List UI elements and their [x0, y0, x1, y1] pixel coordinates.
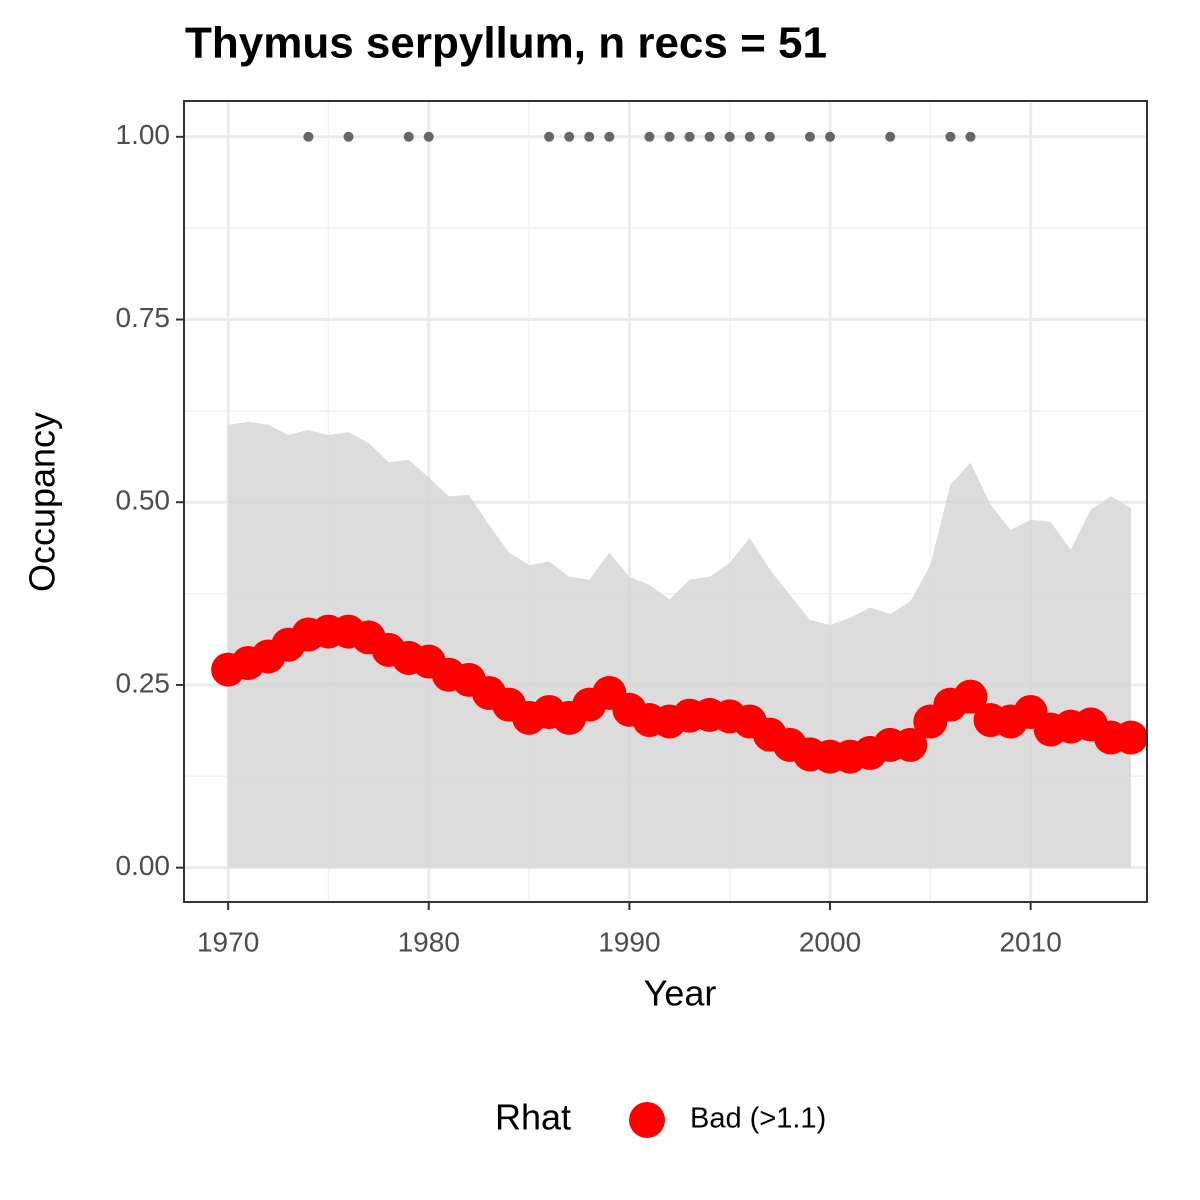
- record-point: [825, 131, 836, 142]
- x-tick-label: 2010: [999, 926, 1061, 957]
- y-tick-label: 0.25: [116, 667, 171, 698]
- record-point: [423, 131, 434, 142]
- x-tick-label: 1990: [598, 926, 660, 957]
- record-point: [945, 131, 956, 142]
- record-point: [303, 131, 314, 142]
- record-point: [564, 131, 575, 142]
- record-point: [343, 131, 354, 142]
- chart-title: Thymus serpyllum, n recs = 51: [185, 19, 827, 68]
- y-tick-label: 0.75: [116, 302, 171, 333]
- record-point: [724, 131, 735, 142]
- record-point: [664, 131, 675, 142]
- data-point: [893, 727, 928, 762]
- x-tick-label: 1970: [197, 926, 259, 957]
- record-point: [704, 131, 715, 142]
- record-point: [644, 131, 655, 142]
- legend-title: Rhat: [495, 1097, 571, 1138]
- y-tick-label: 0.50: [116, 485, 171, 516]
- y-tick-label: 1.00: [116, 119, 171, 150]
- record-point: [885, 131, 896, 142]
- record-point: [965, 131, 976, 142]
- record-point: [403, 131, 414, 142]
- panel-border: [183, 100, 1148, 903]
- legend-label: Bad (>1.1): [690, 1103, 826, 1135]
- y-axis-label: Occupancy: [22, 412, 63, 592]
- record-point: [804, 131, 815, 142]
- data-point: [1113, 720, 1148, 755]
- record-point: [684, 131, 695, 142]
- x-axis-label: Year: [644, 973, 717, 1014]
- record-point: [544, 131, 555, 142]
- data-point: [953, 679, 988, 714]
- record-point: [744, 131, 755, 142]
- record-point: [584, 131, 595, 142]
- y-tick-label: 0.00: [116, 850, 171, 881]
- record-point: [764, 131, 775, 142]
- x-tick-label: 1980: [398, 926, 460, 957]
- record-point: [604, 131, 615, 142]
- legend-swatch: [629, 1102, 665, 1138]
- x-tick-label: 2000: [799, 926, 861, 957]
